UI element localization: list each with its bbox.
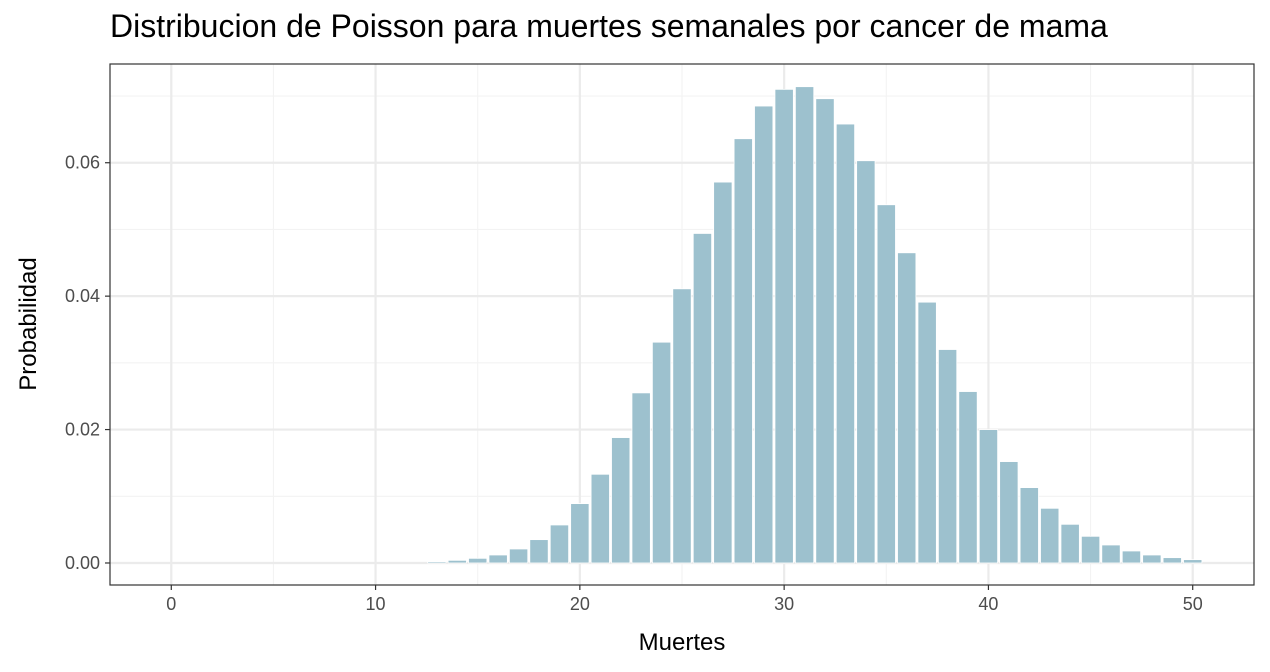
bar [999,461,1019,564]
x-tick-label: 50 [1183,594,1203,614]
bar [488,554,508,564]
bar [672,288,692,564]
bar [754,105,774,564]
bar [468,557,488,564]
bar [1060,523,1080,564]
bar [1183,559,1203,564]
bar [815,98,835,564]
chart-title: Distribucion de Poisson para muertes sem… [110,8,1108,44]
bar [692,233,713,564]
bars [427,86,1203,564]
bar [1142,554,1162,564]
bar [427,561,447,564]
bar [856,160,876,564]
bar [570,503,590,564]
bar [508,548,529,564]
bar [549,524,570,564]
axis-ticks: 0 10 20 30 40 50 0.00 0.02 0.04 0.06 [65,153,1203,614]
bar [733,138,753,564]
bar [1162,557,1182,564]
x-axis-title: Muertes [639,629,726,656]
bar [917,301,937,564]
bar [774,88,794,564]
bar [1121,550,1142,564]
bar [794,86,815,564]
bar [1080,535,1101,564]
bar [835,123,856,564]
bar [958,391,978,564]
panel-border [109,63,1255,586]
x-tick-label: 20 [570,594,590,614]
bar [651,341,672,564]
bar [447,559,467,564]
bar [590,473,610,564]
bar [1101,544,1121,564]
bar [631,392,651,564]
y-tick-label: 0.04 [65,286,100,306]
x-tick-label: 30 [774,594,794,614]
bar [611,437,631,564]
x-tick-label: 40 [978,594,998,614]
bar [1019,487,1039,564]
bar [1040,507,1060,564]
y-tick-label: 0.06 [65,153,100,173]
x-tick-label: 10 [366,594,386,614]
grid-lines [110,64,1254,585]
bar [897,252,917,564]
y-axis-title: Probabilidad [15,257,42,390]
y-tick-label: 0.00 [65,553,100,573]
bar [978,429,999,564]
bar [937,349,958,564]
bar [529,539,549,564]
x-tick-label: 0 [166,594,176,614]
y-tick-label: 0.02 [65,420,100,440]
bar [876,204,896,564]
bar [713,181,733,564]
